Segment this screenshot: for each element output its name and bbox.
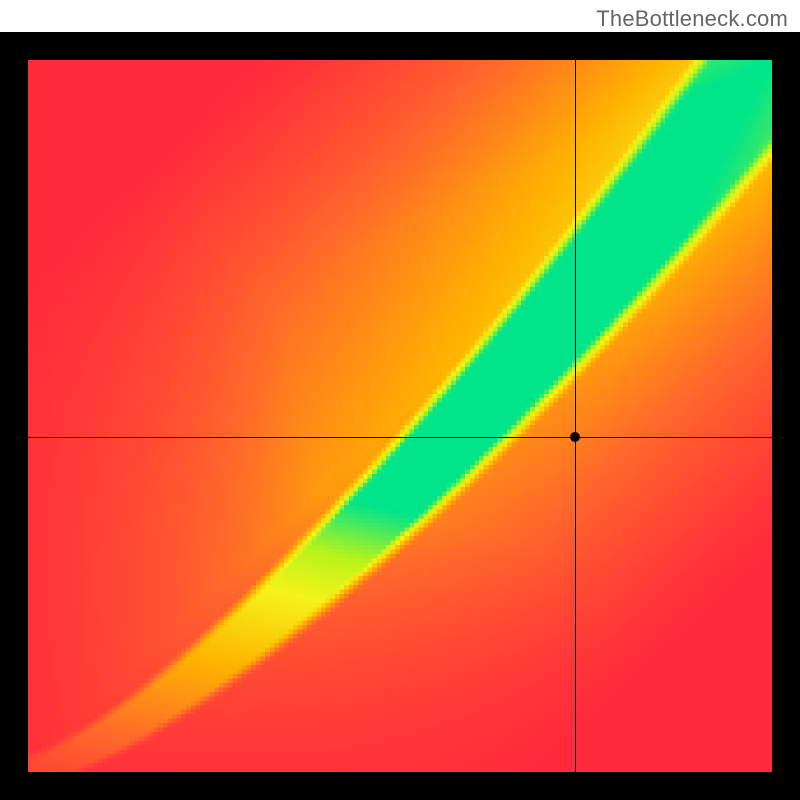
chart-container: TheBottleneck.com: [0, 0, 800, 800]
plot-frame: [0, 32, 800, 800]
crosshair-vertical: [575, 60, 576, 772]
bottleneck-heatmap: [28, 60, 772, 772]
watermark-text: TheBottleneck.com: [596, 6, 788, 32]
crosshair-marker: [570, 432, 580, 442]
crosshair-horizontal: [28, 437, 772, 438]
